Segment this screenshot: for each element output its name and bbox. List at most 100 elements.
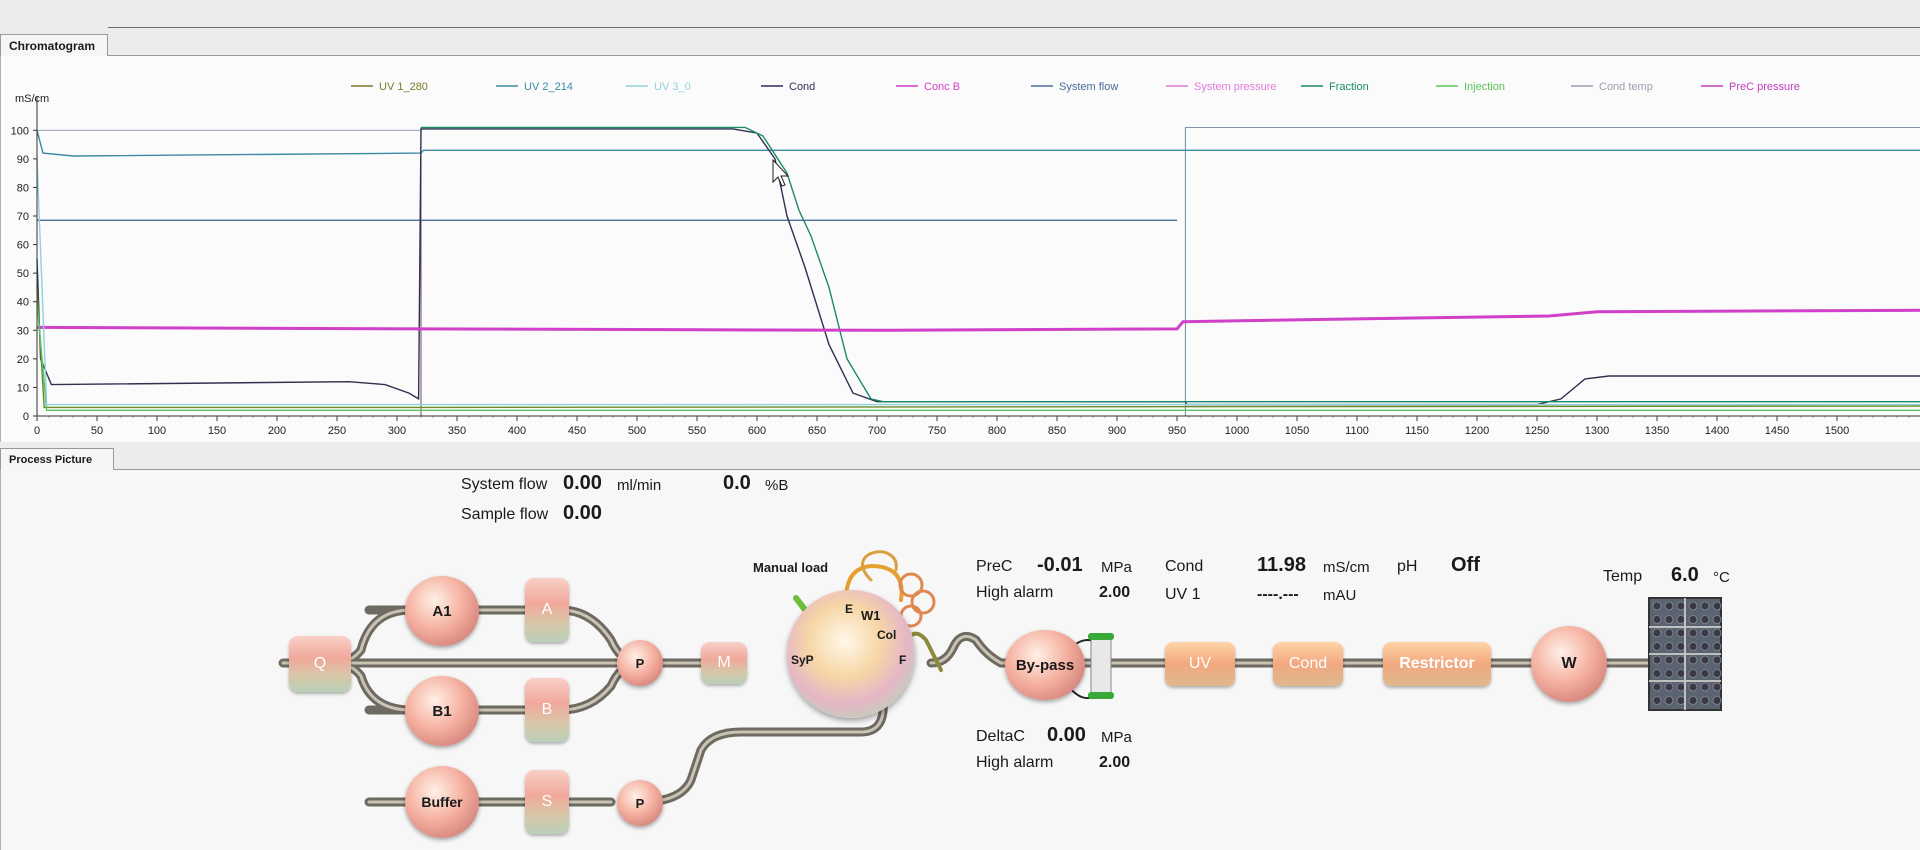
x-tick-label: 1100 [1345, 425, 1369, 437]
y-tick-label: 70 [17, 211, 29, 223]
uv-monitor[interactable]: UV [1165, 642, 1235, 686]
valve-s[interactable]: S [525, 770, 569, 834]
pump-buffer[interactable]: Buffer [405, 766, 479, 838]
deltac-alarm-value[interactable]: 2.00 [1099, 754, 1131, 771]
collector-well [1676, 682, 1686, 692]
collector-well [1700, 642, 1710, 651]
y-tick-label: 30 [17, 325, 29, 337]
legend-item-9[interactable]: Cond temp [1599, 81, 1653, 93]
collector-well [1652, 655, 1662, 665]
system-flow-unit: ml/min [617, 477, 662, 494]
legend-item-10[interactable]: PreC pressure [1729, 81, 1800, 93]
x-tick-label: 900 [1108, 425, 1126, 437]
prec-alarm-label: High alarm [976, 584, 1054, 601]
collector-well [1664, 642, 1674, 651]
legend-item-6[interactable]: System pressure [1194, 81, 1277, 93]
collector-well [1688, 682, 1698, 692]
collector-well [1652, 696, 1662, 705]
series-line-uv-2-214 [36, 130, 1920, 157]
uv1-unit: mAU [1323, 587, 1357, 604]
x-tick-label: 250 [328, 425, 346, 437]
tab-chromatogram[interactable]: Chromatogram [0, 34, 108, 56]
process-picture-panel: System flow 0.00 ml/min 0.0 %B Sample fl… [0, 470, 1920, 850]
x-tick-label: 350 [448, 425, 466, 437]
chromatogram-panel: UV 1_280 UV 2_214 UV 3_0 Cond Conc B System f… [0, 56, 1920, 442]
collector-well [1712, 601, 1722, 611]
restrictor[interactable]: Restrictor [1383, 642, 1491, 686]
pump-p-gradient[interactable]: P [617, 640, 663, 686]
x-tick-label: 1000 [1225, 425, 1249, 437]
legend-item-5[interactable]: System flow [1059, 81, 1118, 93]
sample-flow-value: 0.00 [563, 502, 602, 524]
x-tick-label: 1400 [1705, 425, 1729, 437]
valve-q[interactable]: Q [289, 636, 351, 692]
system-injection-valve[interactable] [787, 590, 915, 718]
chromatogram-chart[interactable]: UV 1_280 UV 2_214 UV 3_0 Cond Conc B System f… [1, 56, 1920, 442]
collector-well [1688, 696, 1698, 705]
cond-unit: mS/cm [1323, 559, 1370, 576]
collector-well [1664, 615, 1674, 624]
cond-label: Cond [1165, 558, 1204, 575]
collector-well [1652, 642, 1662, 651]
collector-well [1700, 655, 1710, 665]
uv1-label: UV 1 [1165, 586, 1201, 603]
collector-well [1712, 628, 1722, 638]
mixer-m[interactable]: M [701, 642, 747, 684]
percent-b-unit: %B [765, 477, 789, 494]
x-tick-label: 1250 [1525, 425, 1549, 437]
collector-well [1700, 601, 1710, 611]
legend-item-0[interactable]: UV 1_280 [379, 81, 428, 93]
collector-well [1712, 615, 1722, 624]
valve-a[interactable]: A [525, 578, 569, 642]
x-tick-label: 1350 [1645, 425, 1669, 437]
x-tick-label: 0 [34, 425, 40, 437]
bypass-valve[interactable]: By-pass [1005, 630, 1085, 700]
collector-well [1688, 601, 1698, 611]
pump-a1[interactable]: A1 [405, 576, 479, 646]
legend-item-8[interactable]: Injection [1464, 81, 1505, 93]
cond-monitor[interactable]: Cond [1273, 642, 1343, 686]
collector-well [1652, 628, 1662, 638]
tab-process-picture[interactable]: Process Picture [0, 448, 114, 470]
collector-well [1664, 601, 1674, 611]
collector-well [1688, 628, 1698, 638]
collector-well [1664, 682, 1674, 692]
mouse-cursor-icon [772, 158, 790, 187]
x-tick-label: 1450 [1765, 425, 1789, 437]
x-tick-label: 100 [148, 425, 166, 437]
deltac-alarm-label: High alarm [976, 754, 1054, 771]
y-tick-label: 90 [17, 154, 29, 166]
collector-well [1712, 669, 1722, 678]
legend-item-1[interactable]: UV 2_214 [524, 81, 573, 93]
collector-well [1700, 682, 1710, 692]
x-tick-label: 50 [91, 425, 103, 437]
pump-b1[interactable]: B1 [405, 676, 479, 746]
collector-well [1712, 655, 1722, 665]
series-line-uv-1-280 [36, 287, 1920, 409]
legend-item-3[interactable]: Cond [789, 81, 815, 93]
valve-b[interactable]: B [525, 678, 569, 742]
x-tick-label: 200 [268, 425, 286, 437]
legend-item-7[interactable]: Fraction [1329, 81, 1369, 93]
collector-well [1700, 615, 1710, 624]
x-tick-label: 550 [688, 425, 706, 437]
collector-well [1652, 601, 1662, 611]
x-tick-label: 850 [1048, 425, 1066, 437]
prec-alarm-value[interactable]: 2.00 [1099, 584, 1131, 601]
w1-port-label: W1 [861, 608, 881, 623]
e-port-label: E [845, 602, 854, 616]
collector-well [1688, 669, 1698, 678]
collector-well [1676, 642, 1686, 651]
x-tick-label: 700 [868, 425, 886, 437]
process-tab-underline [114, 469, 1920, 470]
legend-item-4[interactable]: Conc B [924, 81, 960, 93]
legend-item-2[interactable]: UV 3_0 [654, 81, 691, 93]
temp-value: 6.0 [1671, 564, 1699, 586]
f-port-label: F [899, 653, 907, 667]
x-tick-label: 450 [568, 425, 586, 437]
deltac-value: 0.00 [1047, 724, 1086, 746]
percent-b-value: 0.0 [723, 472, 751, 494]
pump-p-sample[interactable]: P [617, 780, 663, 826]
outlet-valve-w[interactable]: W [1531, 626, 1607, 702]
collector-well [1664, 628, 1674, 638]
